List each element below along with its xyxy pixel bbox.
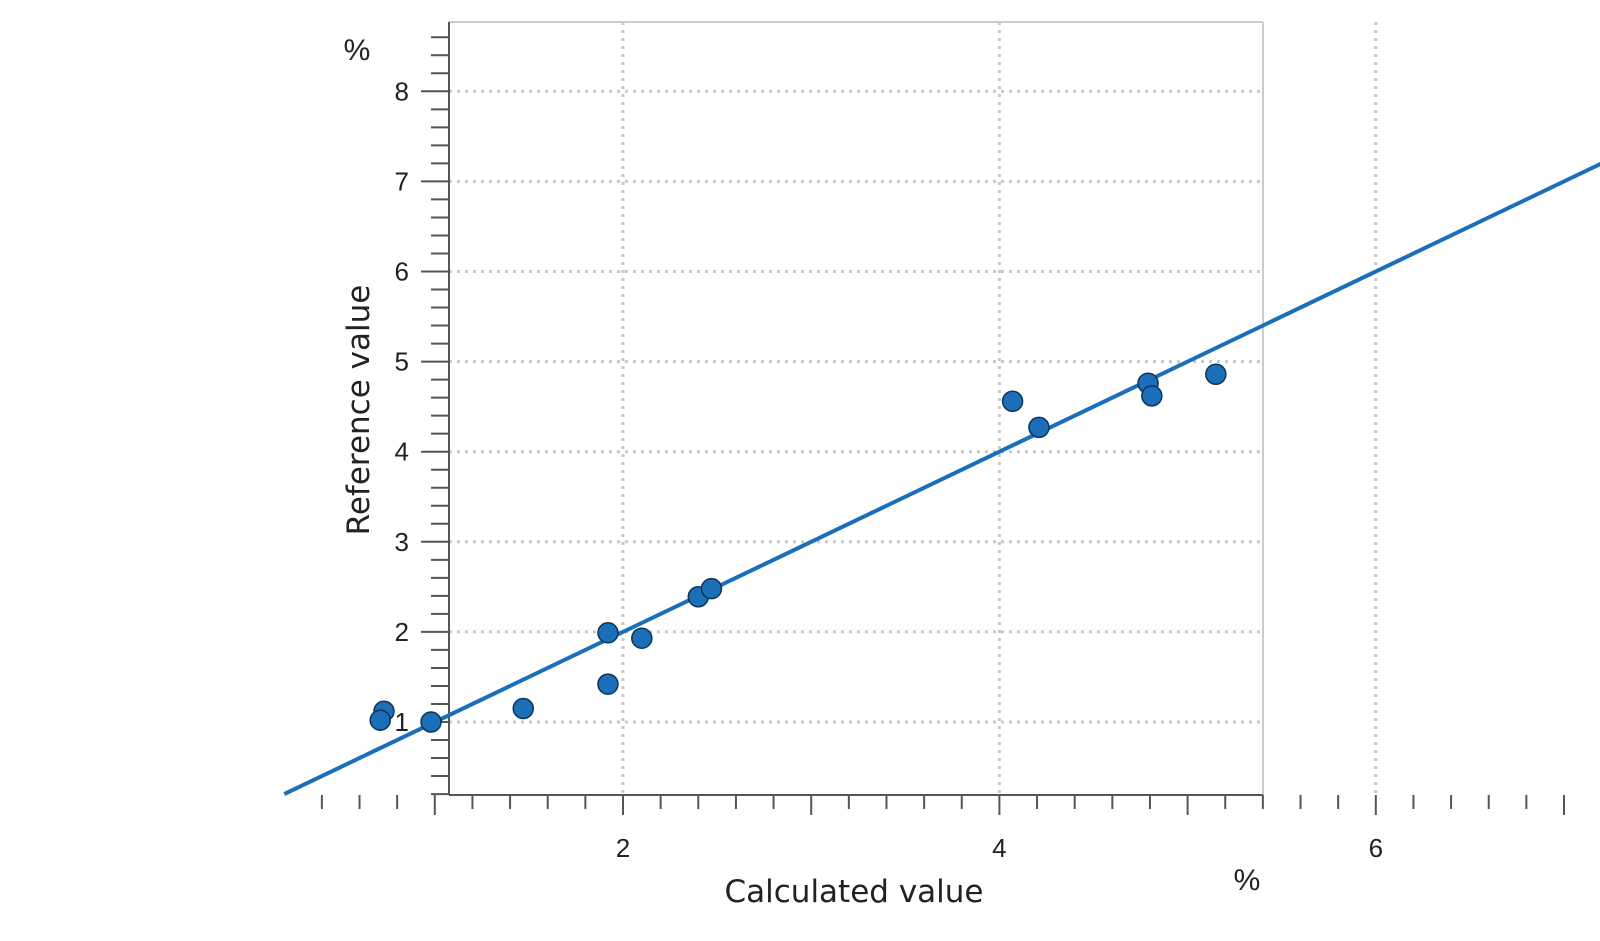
data-point <box>597 622 619 644</box>
y-axis-unit: % <box>344 34 371 67</box>
y-tick-label: 1 <box>395 707 409 737</box>
y-axis-title: Reference value <box>341 285 377 536</box>
x-axis-unit: % <box>1234 864 1261 897</box>
data-points <box>369 363 1227 733</box>
y-axis-ticks: 1 2 3 4 5 6 7 8 <box>395 36 449 796</box>
x-axis-title: Calculated value <box>725 874 984 910</box>
y-tick-label: 5 <box>395 347 409 377</box>
fit-line-group <box>283 161 1600 796</box>
data-point <box>631 627 653 649</box>
x-tick-label: 6 <box>1369 833 1383 863</box>
x-tick-label: 2 <box>616 833 630 863</box>
data-point <box>1028 416 1050 439</box>
data-point <box>1001 390 1024 412</box>
fit-line <box>283 161 1600 796</box>
data-point <box>369 709 391 731</box>
data-point <box>1205 363 1227 385</box>
y-tick-label: 2 <box>395 617 409 647</box>
y-tick-label: 8 <box>395 76 409 106</box>
x-axis-ticks: 2468 <box>320 795 1565 863</box>
y-tick-label: 3 <box>395 527 409 557</box>
data-point <box>420 711 442 733</box>
gridlines <box>449 22 1378 795</box>
plot-frame <box>448 21 1264 796</box>
data-point <box>1141 385 1163 407</box>
data-point <box>597 673 619 695</box>
x-tick-label: 4 <box>992 833 1006 863</box>
y-tick-label: 7 <box>395 166 409 196</box>
y-tick-label: 6 <box>395 257 409 287</box>
data-point <box>512 697 535 720</box>
data-point <box>700 577 723 600</box>
y-tick-label: 4 <box>395 437 409 467</box>
